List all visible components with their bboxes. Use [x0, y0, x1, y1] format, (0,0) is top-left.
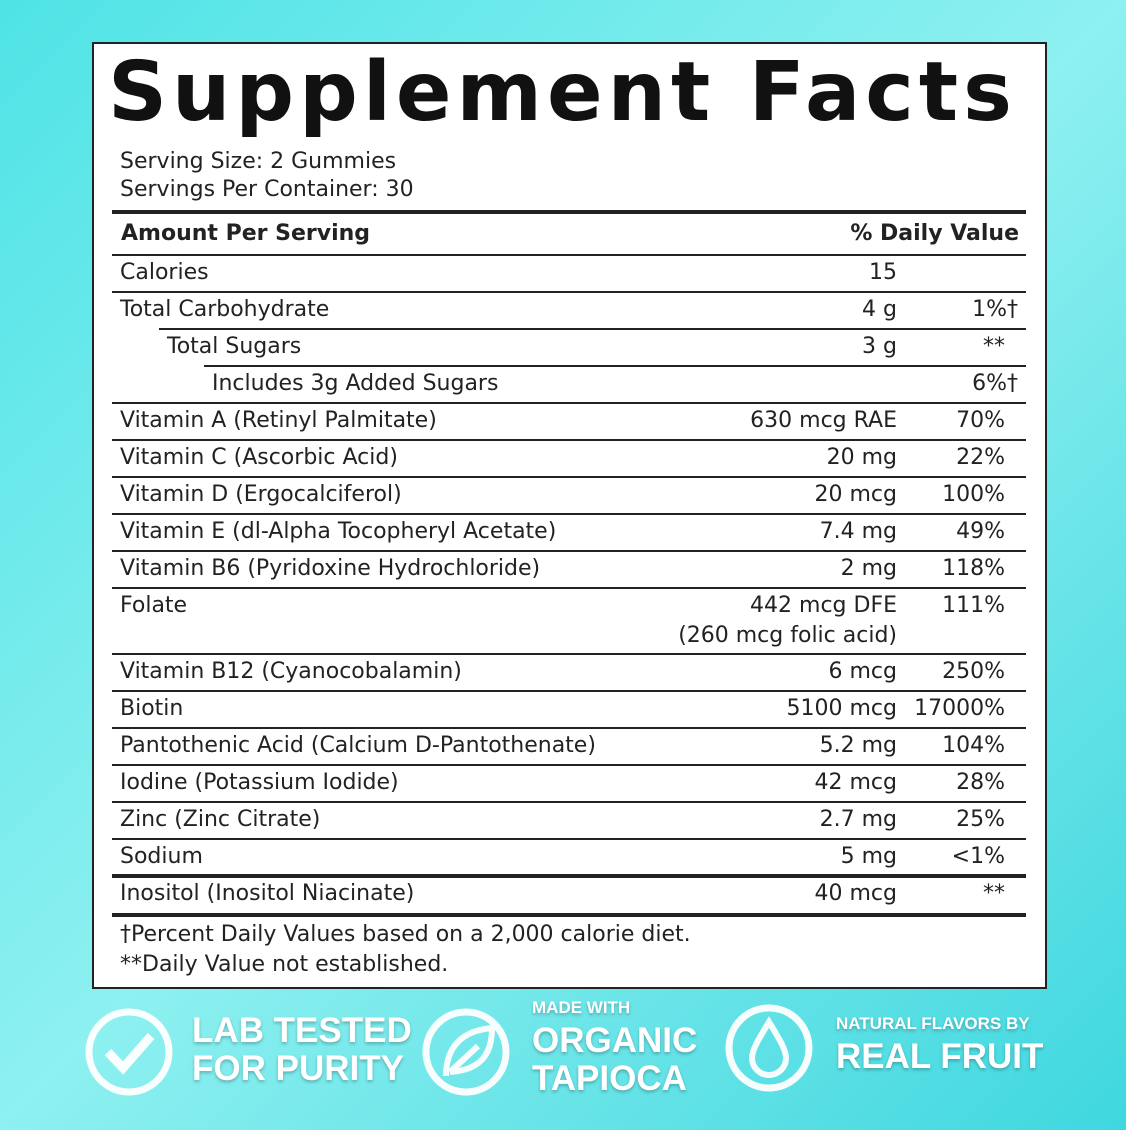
footnote: †Percent Daily Values based on a 2,000 c… — [120, 922, 691, 947]
rule — [112, 874, 1026, 878]
amount: 5 mg — [840, 844, 897, 869]
badge-text: REAL FRUIT — [836, 1037, 1044, 1076]
nutrient-label: Vitamin E (dl-Alpha Tocopheryl Acetate) — [120, 519, 557, 544]
amount-note: (260 mcg folic acid) — [678, 623, 897, 648]
daily-value: 104% — [942, 733, 1005, 758]
rule — [112, 764, 1026, 766]
nutrient-label: Folate — [120, 593, 188, 618]
amount: 2 mg — [840, 556, 897, 581]
rule — [112, 210, 1026, 214]
nutrient-label: Calories — [120, 260, 209, 285]
badge-text: FOR PURITY — [192, 1049, 404, 1088]
badge-text: LAB TESTED — [192, 1011, 412, 1050]
daily-value: 22% — [956, 445, 1005, 470]
badge-circle — [725, 1004, 813, 1092]
daily-value: 49% — [956, 519, 1005, 544]
rule — [112, 653, 1026, 655]
badge-circle — [422, 1008, 510, 1096]
nutrient-label: Inositol (Inositol Niacinate) — [120, 881, 415, 906]
amount: 2.7 mg — [819, 807, 897, 832]
rule — [112, 913, 1026, 917]
rule — [112, 838, 1026, 840]
amount: 20 mg — [826, 445, 897, 470]
rule — [112, 291, 1026, 293]
rule — [112, 254, 1026, 256]
rule — [112, 476, 1026, 478]
footnote: **Daily Value not established. — [120, 952, 449, 977]
daily-value: 1%† — [972, 297, 1018, 322]
amount: 3 g — [862, 334, 897, 359]
rule — [112, 801, 1026, 803]
amount: 630 mcg RAE — [750, 408, 897, 433]
title: Supplement Facts — [108, 45, 1017, 140]
nutrient-label: Total Sugars — [167, 334, 302, 359]
badge-circle — [85, 1008, 173, 1096]
amount: 6 mcg — [828, 659, 897, 684]
nutrient-label: Pantothenic Acid (Calcium D-Pantothenate… — [120, 733, 596, 758]
daily-value: 250% — [942, 659, 1005, 684]
daily-value: 100% — [942, 482, 1005, 507]
nutrient-label: Zinc (Zinc Citrate) — [120, 807, 321, 832]
badge-text: ORGANIC — [532, 1021, 698, 1060]
amount: 42 mcg — [814, 770, 897, 795]
rule — [112, 727, 1026, 729]
column-header: Amount Per Serving — [121, 221, 371, 246]
nutrient-label: Sodium — [120, 844, 203, 869]
rule — [112, 513, 1026, 515]
rule — [112, 439, 1026, 441]
facts-panel: Supplement Facts Serving Size: 2 Gummies S… — [92, 42, 1047, 989]
nutrient-label: Iodine (Potassium Iodide) — [120, 770, 399, 795]
daily-value: 111% — [942, 593, 1005, 618]
column-header: % Daily Value — [850, 221, 1019, 246]
serving-line: Servings Per Container: 30 — [120, 177, 414, 202]
rule — [112, 550, 1026, 552]
daily-value: 25% — [956, 807, 1005, 832]
badge-small: MADE WITH — [532, 998, 631, 1017]
amount: 4 g — [862, 297, 897, 322]
rule — [112, 402, 1026, 404]
nutrient-label: Vitamin C (Ascorbic Acid) — [120, 445, 398, 470]
nutrient-label: Vitamin B12 (Cyanocobalamin) — [120, 659, 462, 684]
nutrient-label: Biotin — [120, 696, 184, 721]
rule — [159, 328, 1026, 330]
nutrient-label: Vitamin D (Ergocalciferol) — [120, 482, 402, 507]
amount: 7.4 mg — [819, 519, 897, 544]
leaf-icon — [443, 1024, 496, 1077]
nutrient-label: Includes 3g Added Sugars — [212, 371, 499, 396]
check-icon — [104, 1033, 155, 1075]
amount: 442 mcg DFE — [750, 593, 897, 618]
rule — [204, 365, 1026, 367]
nutrient-label: Vitamin B6 (Pyridoxine Hydrochloride) — [120, 556, 541, 581]
nutrient-label: Vitamin A (Retinyl Palmitate) — [120, 408, 437, 433]
badge-small: NATURAL FLAVORS BY — [836, 1014, 1030, 1033]
rule — [112, 690, 1026, 692]
rule — [112, 587, 1026, 589]
daily-value: 70% — [956, 408, 1005, 433]
daily-value: 6%† — [972, 371, 1018, 396]
amount: 40 mcg — [814, 881, 897, 906]
amount: 20 mcg — [814, 482, 897, 507]
serving-line: Serving Size: 2 Gummies — [120, 149, 397, 174]
amount: 5.2 mg — [819, 733, 897, 758]
nutrient-label: Total Carbohydrate — [120, 297, 330, 322]
drop-icon — [748, 1016, 790, 1078]
daily-value: ** — [983, 334, 1005, 359]
daily-value: ** — [983, 881, 1005, 906]
badge-text: TAPIOCA — [532, 1059, 687, 1098]
daily-value: 17000% — [914, 696, 1005, 721]
daily-value: 118% — [942, 556, 1005, 581]
daily-value: <1% — [951, 844, 1005, 869]
daily-value: 28% — [956, 770, 1005, 795]
amount: 5100 mcg — [786, 696, 897, 721]
amount: 15 — [869, 260, 897, 285]
